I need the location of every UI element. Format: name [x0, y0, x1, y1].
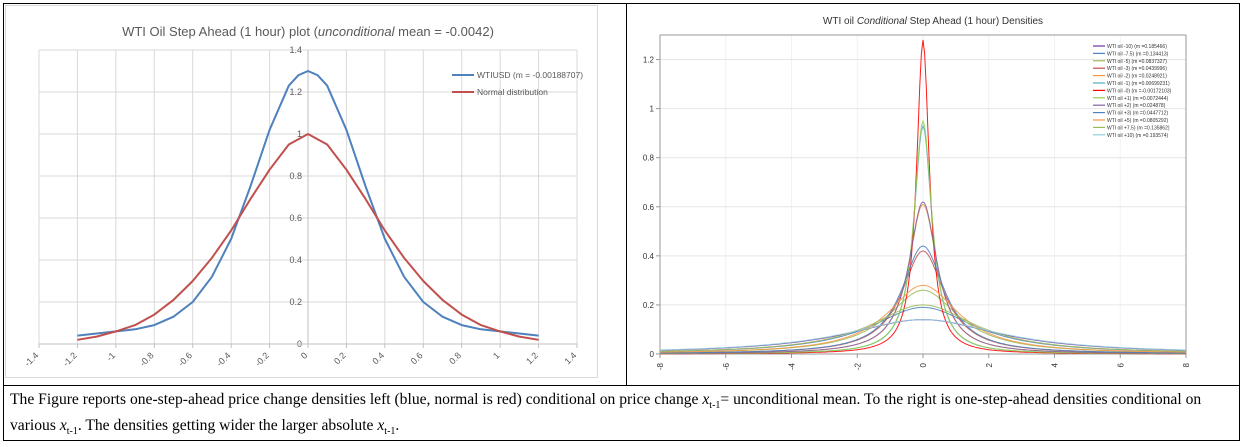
- left-x-tick-label: 1: [491, 350, 502, 361]
- right-legend-label: WTI oil -7.5) (m =0.134413): [1107, 51, 1169, 57]
- right-x-tick-label: 8: [1182, 362, 1191, 367]
- figure-caption: The Figure reports one-step-ahead price …: [10, 390, 1235, 442]
- left-y-tick-label: 0.6: [289, 213, 302, 223]
- figure-frame: [3, 3, 1240, 441]
- right-y-tick-label: 1.2: [643, 56, 655, 65]
- right-x-tick-label: 0: [919, 362, 928, 367]
- caption-sub-3: t-1: [384, 426, 396, 438]
- caption-text-2: = unconditional mean. To the right is: [720, 391, 951, 408]
- right-legend-label: WTI oil -3) (m =0.0439996): [1107, 66, 1167, 72]
- left-x-tick-label: 0: [299, 350, 310, 361]
- right-legend-label: WTI oil +1) (m =0.0072444): [1107, 96, 1168, 102]
- right-y-tick-label: 0.4: [643, 252, 655, 261]
- right-legend-label: WTI oil -0) (m =-0.00172103): [1107, 88, 1172, 94]
- right-legend-label: WTI oil +7.5) (m =0.135862): [1107, 125, 1170, 131]
- caption-sub-1: t-1: [709, 400, 721, 412]
- right-y-tick-label: 0: [650, 350, 655, 359]
- right-series-line-9: [660, 201, 1186, 354]
- left-chart: WTI Oil Step Ahead (1 hour) plot (uncond…: [5, 5, 598, 378]
- right-legend-label: WTI oil -2) (m =0.0248921): [1107, 74, 1167, 80]
- left-y-tick-label: 0.4: [289, 255, 302, 265]
- panel-divider: [626, 3, 627, 385]
- left-chart-title: WTI Oil Step Ahead (1 hour) plot (uncond…: [122, 24, 494, 39]
- right-legend-label: WTI oil -10) (m =0.185466): [1107, 44, 1167, 50]
- right-series-line-10: [659, 245, 1187, 354]
- right-y-tick-label: 0.8: [643, 154, 655, 163]
- right-legend-label: WTI oil +2) (m =0.024878): [1107, 103, 1166, 109]
- right-series-line-8: [660, 119, 1186, 355]
- right-plot-border: [659, 34, 1187, 355]
- right-x-tick-label: -6: [722, 362, 731, 370]
- right-series-line-12: [660, 304, 1186, 352]
- right-x-tick-label: 6: [1116, 362, 1125, 367]
- left-y-tick-label: 0.2: [289, 297, 302, 307]
- right-x-tick-label: 2: [985, 362, 994, 367]
- right-legend-label: WTI oil +5) (m =0.0805292): [1107, 118, 1168, 124]
- caption-text-1: The Figure reports one-step-ahead price …: [10, 391, 703, 408]
- caption-text-5: .: [395, 417, 400, 435]
- caption-var-1: x: [702, 391, 710, 408]
- right-y-tick-label: 1: [650, 105, 655, 114]
- caption-var-2: x: [59, 417, 67, 435]
- left-y-tick-label: 1.4: [289, 45, 302, 55]
- right-legend-label: WTI oil +3) (m =0.0447712): [1107, 111, 1168, 117]
- left-series-line-1: [77, 70, 539, 337]
- right-x-tick-label: 4: [1051, 362, 1060, 367]
- caption-var-3: x: [377, 417, 385, 435]
- right-y-tick-label: 0.6: [643, 203, 655, 212]
- left-legend-label: Normal distribution: [477, 87, 548, 97]
- right-y-tick-label: 0.2: [643, 301, 655, 310]
- caption-text-4: . The densities getting wider the larger…: [77, 417, 378, 435]
- caption-text-3: one-step-ahead densities conditional on …: [10, 391, 1202, 435]
- right-legend-label: WTI oil -5) (m =0.0837327): [1107, 59, 1167, 65]
- caption-divider: [3, 385, 1240, 386]
- right-x-tick-label: -8: [656, 362, 665, 370]
- right-series-line-11: [660, 284, 1186, 353]
- right-legend-label: WTI oil +10) (m =0.193574): [1107, 133, 1168, 139]
- right-legend-label: WTI oil -1) (m =0.00699231): [1107, 81, 1170, 87]
- left-series-line-2: [77, 133, 539, 341]
- left-legend-label: WTIUSD (m = -0.00188707): [477, 70, 583, 80]
- left-y-tick-label: 1: [297, 129, 302, 139]
- caption-sub-2: t-1: [66, 426, 78, 438]
- right-x-tick-label: -2: [853, 362, 862, 370]
- left-chart-area: [5, 5, 598, 378]
- right-x-tick-label: -4: [788, 362, 797, 370]
- right-series-line-13: [660, 319, 1186, 351]
- left-y-tick-label: 0.8: [289, 171, 302, 181]
- left-y-tick-label: 1.2: [289, 87, 302, 97]
- right-chart-title: WTI oil Conditional Step Ahead (1 hour) …: [823, 16, 1043, 27]
- right-chart: WTI oil Conditional Step Ahead (1 hour) …: [643, 16, 1191, 370]
